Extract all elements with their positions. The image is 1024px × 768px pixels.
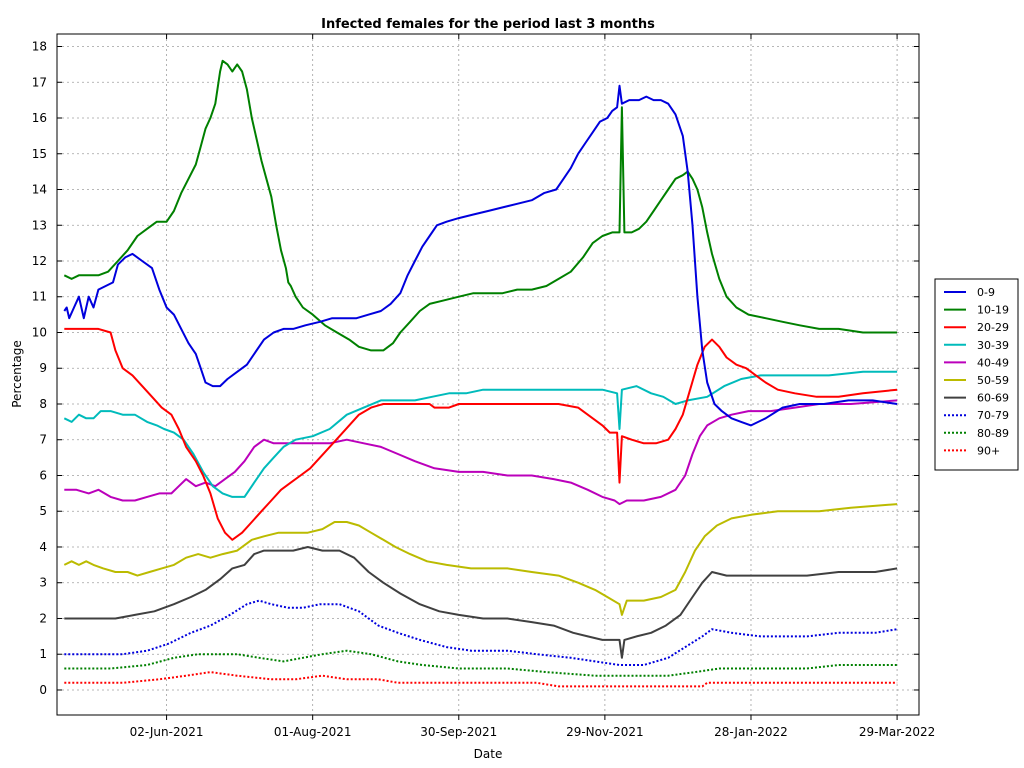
legend: 0-9 10-19 20-29 30-39 40-49 50-59 60-69 70-79 80… [934,278,1019,471]
x-axis-ticks: 02-Jun-2021 01-Aug-2021 30-Sep-2021 29-Nov-… [130,34,935,739]
series-layer [63,59,898,688]
x-tick-label: 01-Aug-2021 [274,725,352,739]
legend-label: 90+ [977,444,1000,457]
x-axis-label: Date [474,747,503,761]
y-axis-label: Percentage [10,340,24,408]
x-tick-label: 29-Nov-2021 [566,725,644,739]
y-tick-label: 12 [32,254,47,268]
legend-label: 80-89 [977,427,1009,440]
y-tick-label: 17 [32,75,47,89]
series-line-70-79 [64,599,898,666]
legend-label: 0-9 [977,286,995,299]
legend-label: 30-39 [977,339,1009,352]
y-tick-label: 15 [32,147,47,161]
y-tick-label: 11 [32,290,47,304]
y-tick-label: 9 [39,361,47,375]
y-tick-label: 7 [39,433,47,447]
series-line-50-59 [63,503,898,616]
y-tick-label: 0 [39,683,47,697]
legend-label: 10-19 [977,304,1009,317]
legend-label: 40-49 [977,356,1009,369]
y-tick-label: 3 [39,576,47,590]
legend-label: 50-59 [977,374,1009,387]
y-tick-label: 6 [39,468,47,482]
y-tick-label: 2 [39,611,47,625]
series-line-10-19 [63,59,898,352]
legend-label: 70-79 [977,409,1009,422]
series-line-40-49 [64,399,898,506]
y-tick-label: 8 [39,397,47,411]
x-tick-label: 28-Jan-2022 [714,725,788,739]
series-line-80-89 [64,649,898,677]
series-line-30-39 [63,370,898,498]
y-tick-label: 18 [32,40,47,54]
legend-box [934,278,1019,471]
series-line-0-9 [63,84,898,427]
y-tick-label: 14 [32,183,47,197]
plot-frame [56,33,920,716]
x-tick-label: 02-Jun-2021 [130,725,204,739]
y-tick-label: 16 [32,111,47,125]
y-tick-label: 1 [39,647,47,661]
legend-label: 20-29 [977,321,1009,334]
legend-label: 60-69 [977,392,1009,405]
y-tick-label: 13 [32,218,47,232]
series-line-60-69 [64,546,898,659]
series-line-20-29 [64,327,898,541]
y-tick-label: 5 [39,504,47,518]
x-tick-label: 29-Mar-2022 [859,725,935,739]
grid-lines [57,34,919,715]
y-tick-label: 10 [32,325,47,339]
y-tick-label: 4 [39,540,47,554]
x-tick-label: 30-Sep-2021 [420,725,497,739]
chart-title: Infected females for the period last 3 m… [321,17,655,32]
